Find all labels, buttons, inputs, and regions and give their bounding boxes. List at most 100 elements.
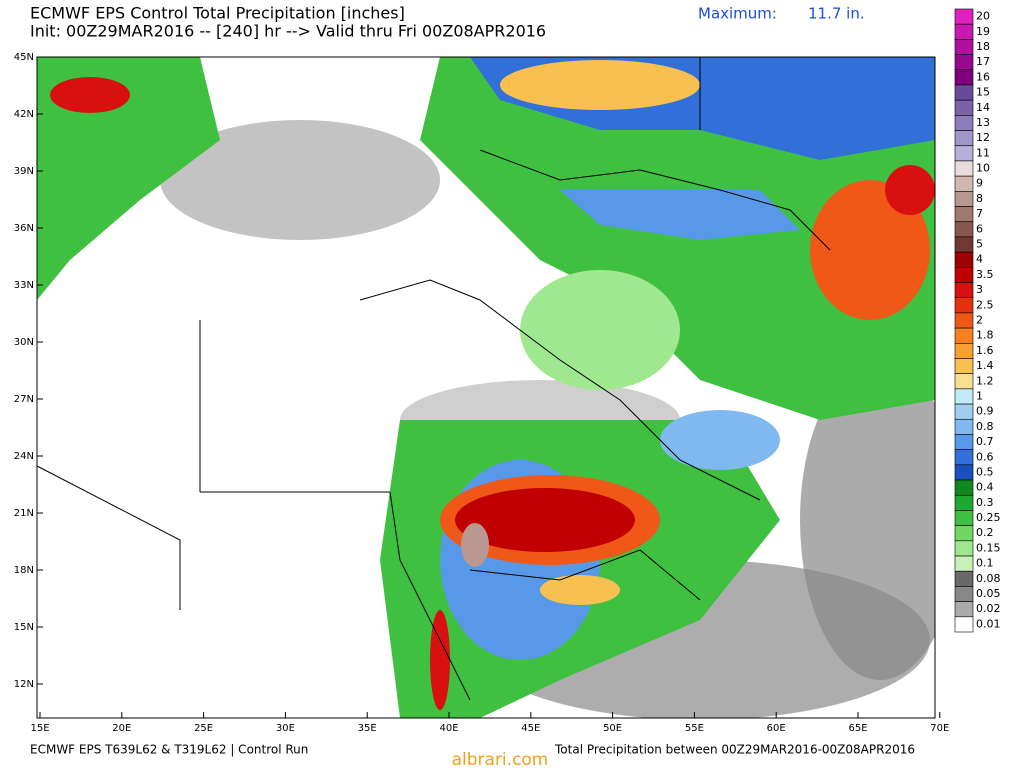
colorbar-label: 1.6 [976,344,994,357]
footer-left: ECMWF EPS T639L62 & T319L62 | Control Ru… [30,743,308,757]
lon-label: 15E [30,723,49,734]
watermark: albrari.com [452,750,549,768]
colorbar-swatch [954,570,974,587]
lat-label: 15N [14,622,34,633]
colorbar-label: 5 [976,238,983,251]
colorbar-label: 0.15 [976,541,1001,554]
lon-label: 25E [194,723,213,734]
colorbar-swatch [954,115,974,131]
colorbar-swatch [954,297,974,314]
colorbar-swatch [954,23,974,40]
footer-right: Total Precipitation between 00Z29MAR2016… [554,743,915,757]
colorbar-swatch [954,494,974,511]
colorbar-swatch [954,84,974,101]
colorbar-swatch [954,358,974,374]
colorbar-swatch [954,449,974,466]
colorbar-swatch [954,388,974,405]
lat-label: 18N [14,565,34,576]
colorbar-label: 7 [976,207,983,220]
lat-label: 27N [14,394,34,405]
colorbar-swatch [954,282,974,299]
colorbar-swatch [954,99,974,116]
colorbar-label: 14 [976,101,990,114]
lon-label: 65E [848,723,867,734]
colorbar-label: 0.8 [976,420,994,433]
colorbar-label: 0.5 [976,465,994,478]
lat-label: 45N [14,52,34,63]
maximum-value: 11.7 in. [808,5,865,23]
colorbar-swatch [954,479,974,496]
colorbar-label: 3 [976,283,983,296]
lon-label: 40E [439,723,458,734]
colorbar-label: 1 [976,389,983,402]
lon-label: 20E [112,723,131,734]
colorbar-swatch [954,586,974,602]
colorbar-label: 0.7 [976,435,994,448]
colorbar-label: 12 [976,131,990,144]
lon-label: 60E [767,723,786,734]
colorbar-swatch [954,145,974,162]
colorbar-swatch [954,312,974,329]
colorbar-label: 4 [976,253,983,266]
colorbar-label: 0.4 [976,481,994,494]
colorbar-label: 1.2 [976,374,994,387]
lat-label: 36N [14,223,34,234]
colorbar-swatch [954,175,974,192]
colorbar-swatch [954,464,974,481]
colorbar-label: 10 [976,162,990,175]
colorbar-swatch [954,69,974,86]
colorbar-swatch [954,206,974,223]
colorbar-swatch [954,160,974,177]
colorbar-label: 0.6 [976,450,994,463]
colorbar-label: 8 [976,192,983,205]
colorbar-label: 20 [976,10,990,23]
lon-label: 50E [603,723,622,734]
colorbar-label: 13 [976,116,990,129]
colorbar-label: 1.8 [976,329,994,342]
colorbar-swatch [954,403,974,420]
colorbar-swatch [954,8,974,25]
colorbar-label: 6 [976,222,983,235]
colorbar-label: 0.08 [976,572,1001,585]
colorbar-swatch [954,221,974,238]
lat-label: 42N [14,109,34,120]
colorbar-swatch [954,327,974,344]
lon-label: 30E [276,723,295,734]
colorbar-label: 0.01 [976,617,1001,630]
colorbar-swatch [954,373,974,390]
colorbar-swatch [954,342,974,359]
colorbar-label: 0.05 [976,587,1001,600]
title: ECMWF EPS Control Total Precipitation [i… [30,4,405,23]
colorbar-label: 16 [976,70,990,83]
colorbar-swatch [954,251,974,268]
colorbar-label: 15 [976,86,990,99]
map [36,56,936,719]
colorbar-swatch [954,540,974,557]
maximum-label: Maximum: [698,5,777,23]
colorbar-swatch [954,418,974,435]
lat-label: 39N [14,166,34,177]
colorbar-label: 0.9 [976,405,994,418]
colorbar-label: 1.4 [976,359,994,372]
colorbar-label: 18 [976,40,990,53]
colorbar-swatch [954,191,974,207]
colorbar-label: 11 [976,146,990,159]
colorbar-swatch [954,601,974,618]
colorbar-swatch [954,525,974,542]
colorbar-label: 0.2 [976,526,994,539]
colorbar-label: 2.5 [976,298,994,311]
colorbar-label: 17 [976,55,990,68]
lon-label: 55E [685,723,704,734]
colorbar-swatch [954,555,974,572]
lat-label: 24N [14,451,34,462]
lat-label: 30N [14,337,34,348]
lat-label: 12N [14,679,34,690]
lat-label: 21N [14,508,34,519]
colorbar-label: 0.25 [976,511,1001,524]
colorbar-label: 0.3 [976,496,994,509]
colorbar-label: 9 [976,177,983,190]
colorbar-label: 2 [976,314,983,327]
colorbar-label: 3.5 [976,268,994,281]
colorbar-swatch [954,267,974,283]
